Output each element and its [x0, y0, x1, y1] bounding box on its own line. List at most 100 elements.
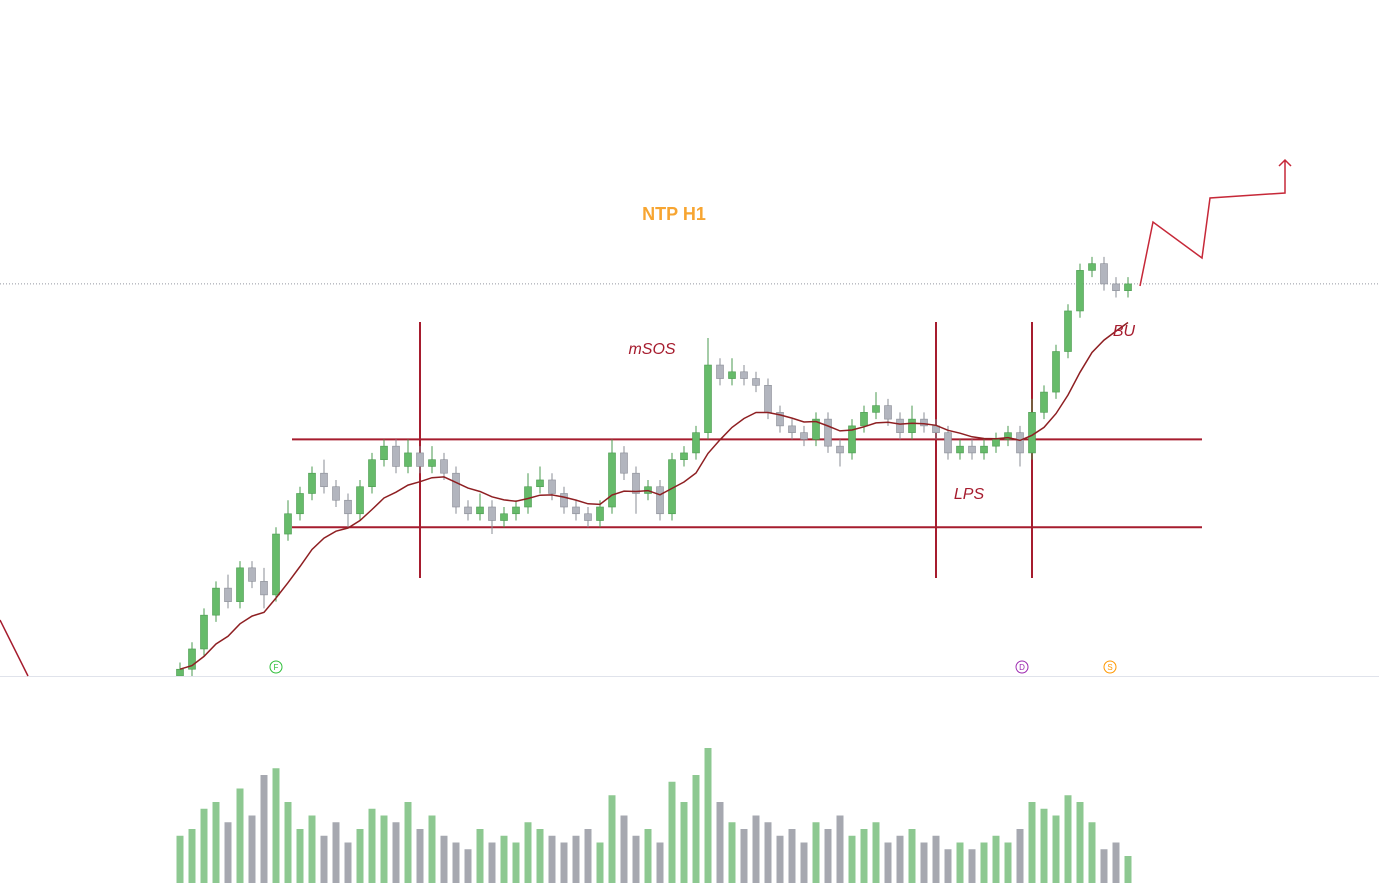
volume-bar — [260, 775, 268, 883]
volume-bar — [1064, 795, 1072, 883]
volume-bar — [632, 835, 640, 883]
event-label: D — [1019, 663, 1025, 672]
volume-bar — [656, 842, 664, 883]
volume-bar — [752, 815, 760, 883]
price-pane — [0, 256, 1379, 676]
volume-bar — [1112, 842, 1120, 883]
annotation: mSOS — [628, 341, 675, 358]
candle-body — [248, 567, 256, 582]
candle-body — [1064, 310, 1072, 352]
volume-bar — [416, 829, 424, 883]
candle-body — [464, 506, 472, 515]
volume-bar — [404, 802, 412, 883]
volume-bar — [728, 822, 736, 883]
candle-body — [500, 513, 508, 521]
candle-body — [284, 513, 292, 535]
volume-bar — [908, 829, 916, 883]
volume-bar — [872, 822, 880, 883]
volume-bar — [368, 808, 376, 883]
candle-body — [776, 412, 784, 427]
candle-body — [452, 472, 460, 508]
volume-bar — [188, 829, 196, 883]
candle-body — [920, 418, 928, 427]
volume-bar — [296, 829, 304, 883]
volume-bar — [572, 835, 580, 883]
candle-body — [896, 418, 904, 433]
candle-body — [1016, 432, 1024, 454]
volume-bar — [524, 822, 532, 883]
candle-body — [572, 506, 580, 515]
candle-body — [872, 405, 880, 413]
volume-bar — [536, 829, 544, 883]
candle-body — [296, 493, 304, 515]
candle-body — [176, 668, 184, 676]
candle-body — [1076, 270, 1084, 312]
volume-bar — [1028, 802, 1036, 883]
volume-bar — [1100, 849, 1108, 883]
volume-bar — [968, 849, 976, 883]
volume-bar — [896, 835, 904, 883]
candle-body — [1004, 432, 1012, 440]
volume-bar — [812, 822, 820, 883]
candle-body — [428, 459, 436, 467]
candle-body — [224, 587, 232, 602]
volume-bar — [1088, 822, 1096, 883]
candle-body — [992, 439, 1000, 447]
candle-body — [320, 472, 328, 488]
volume-bar — [848, 835, 856, 883]
candle-body — [272, 533, 280, 596]
volume-bar — [356, 829, 364, 883]
volume-bar — [176, 835, 184, 883]
volume-bar — [800, 842, 808, 883]
volume-bar — [596, 842, 604, 883]
candle-body — [260, 581, 268, 596]
candle-body — [944, 432, 952, 454]
volume-bar — [1124, 856, 1132, 883]
candle-body — [1124, 283, 1132, 291]
candle-body — [692, 432, 700, 454]
candle-body — [344, 499, 352, 515]
volume-bar — [248, 815, 256, 883]
volume-bar — [764, 822, 772, 883]
volume-bar — [488, 842, 496, 883]
volume-bar — [620, 815, 628, 883]
candle-body — [380, 445, 388, 460]
volume-bar — [1052, 815, 1060, 883]
volume-bar — [200, 808, 208, 883]
annotation: LPS — [954, 486, 985, 503]
volume-bar — [836, 815, 844, 883]
volume-bar — [716, 802, 724, 883]
volume-bar — [392, 822, 400, 883]
candle-body — [716, 364, 724, 379]
volume-bar — [788, 829, 796, 883]
candle-body — [608, 452, 616, 508]
candle-body — [332, 486, 340, 501]
volume-bar — [476, 829, 484, 883]
volume-bar — [956, 842, 964, 883]
candle-body — [1088, 263, 1096, 271]
candle-body — [1100, 263, 1108, 285]
volume-bar — [380, 815, 388, 883]
volume-bar — [824, 829, 832, 883]
event-circle — [269, 660, 283, 674]
volume-bar — [992, 835, 1000, 883]
candle-body — [212, 587, 220, 616]
candle-body — [788, 425, 796, 433]
event-marker: S — [1103, 660, 1117, 674]
event-circle — [1103, 660, 1117, 674]
candle-body — [308, 472, 316, 494]
candle-body — [596, 506, 604, 521]
candle-body — [236, 567, 244, 602]
volume-bar — [776, 835, 784, 883]
candle-body — [488, 506, 496, 521]
volume-bar — [944, 849, 952, 883]
event-marker: D — [1015, 660, 1029, 674]
candle-body — [656, 486, 664, 515]
chart-title: NTP H1 — [642, 204, 706, 224]
candle-body — [548, 479, 556, 494]
candle-body — [1112, 283, 1120, 291]
volume-bar — [668, 781, 676, 883]
volume-bar — [644, 829, 652, 883]
volume-bar — [224, 822, 232, 883]
